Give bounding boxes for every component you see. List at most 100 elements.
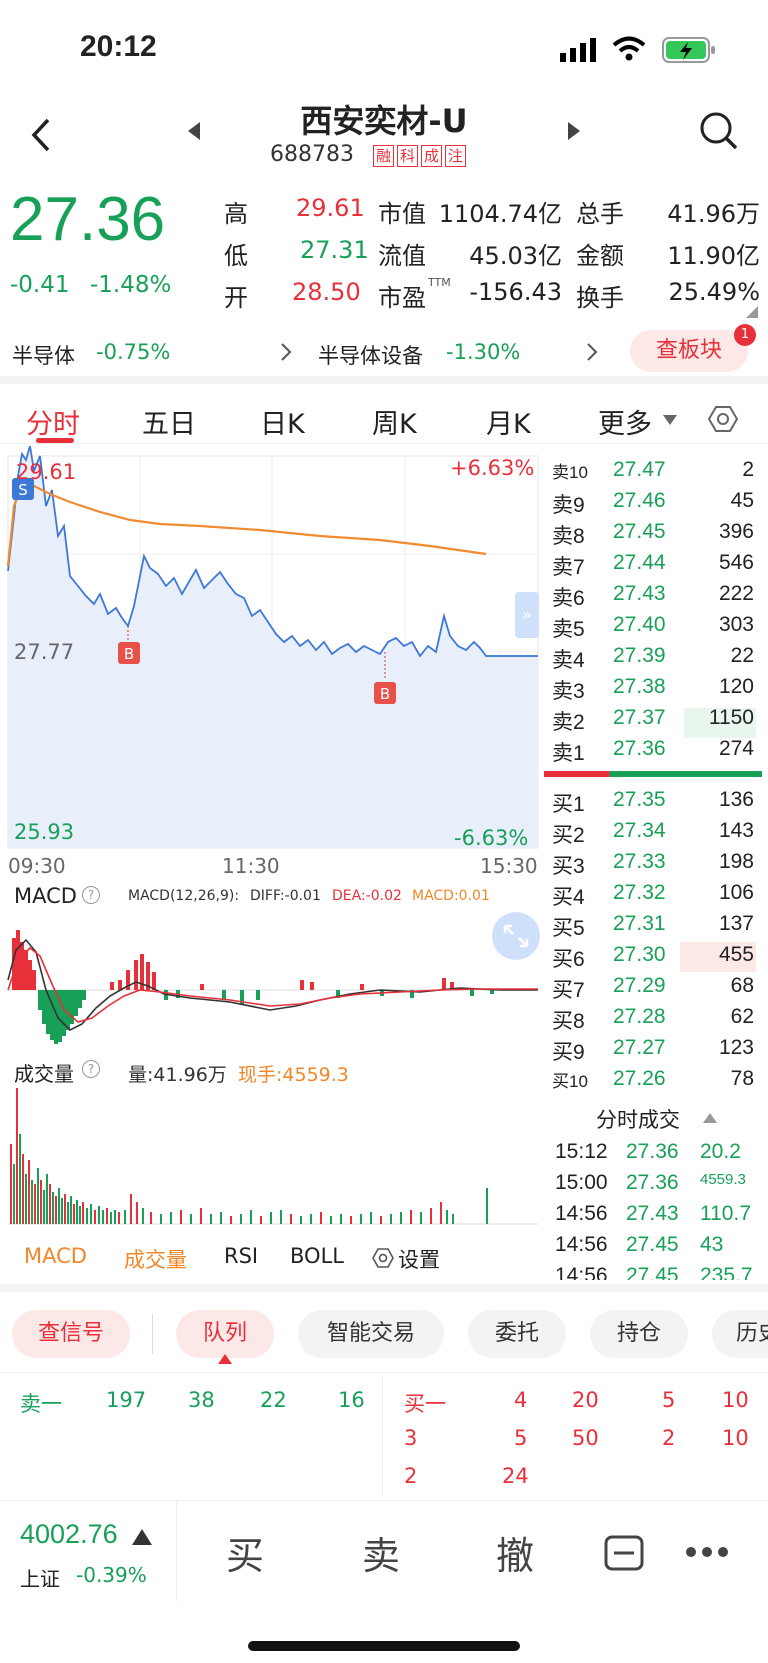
chart-mid-label: 27.77 [14,640,75,664]
bid-row[interactable]: 买10 27.26 78 [550,1067,758,1098]
macd-bars [12,930,494,1044]
settings-icon[interactable] [372,1247,394,1269]
settings-icon[interactable] [708,404,738,434]
cancel-order-button[interactable]: 撤 [496,1534,535,1578]
ask-price: 27.38 [613,675,666,698]
next-stock-icon[interactable] [566,120,582,142]
macd-chart[interactable] [0,910,545,1052]
panel-toggle[interactable] [515,592,539,638]
prev-stock-icon[interactable] [186,120,202,142]
chevron-right-icon[interactable] [280,342,292,362]
help-icon[interactable]: ? [82,886,100,904]
expand-corner-icon[interactable] [746,306,758,318]
queue-buy-order: 24 [502,1464,529,1488]
bid-row[interactable]: 买8 27.28 62 [550,1005,758,1036]
bid-level: 买7 [552,979,585,1002]
tab-monthly-k[interactable]: 月K [486,409,531,440]
more-icon[interactable] [684,1545,730,1559]
divider [0,376,768,384]
volume-chart[interactable] [0,1084,545,1226]
bid-row[interactable]: 买2 27.34 143 [550,819,758,850]
tab-history[interactable]: 历史 [712,1310,768,1358]
stat-value-float: 45.03亿 [469,242,562,270]
stat-value-high: 29.61 [296,194,365,222]
ask-row[interactable]: 卖4 27.39 22 [550,644,758,675]
chart-high-label: 29.61 [16,460,77,484]
indicator-macd[interactable]: MACD [24,1244,87,1268]
tab-daily-k[interactable]: 日K [260,409,305,440]
bid-price: 27.35 [613,788,666,811]
tab-orders[interactable]: 委托 [468,1310,566,1358]
caret-down-icon[interactable] [662,414,678,426]
sell-button[interactable]: 卖 [362,1534,401,1578]
ask-volume: 45 [730,489,754,512]
ask-volume: 1150 [708,706,754,729]
help-icon[interactable]: ? [82,1060,100,1078]
bid-volume: 68 [730,974,754,997]
trade-volume: 43 [700,1233,724,1256]
ask-row[interactable]: 卖10 27.47 2 [550,458,758,489]
tab-queue[interactable]: 队列 [176,1310,274,1358]
bid-level: 买2 [552,824,585,847]
chevron-right-icon[interactable] [586,342,598,362]
tab-more[interactable]: 更多 [598,409,652,440]
ask-level: 卖5 [552,618,585,641]
stat-value-open: 28.50 [292,278,361,306]
wifi-icon [612,36,646,61]
ask-level: 卖3 [552,680,585,703]
indicator-rsi[interactable]: RSI [224,1244,259,1268]
divider [0,1284,768,1292]
back-icon[interactable] [28,116,52,154]
ask-row[interactable]: 卖5 27.40 303 [550,613,758,644]
sector-name-1[interactable]: 半导体 [12,344,75,368]
bid-level: 买1 [552,793,585,816]
minus-box-icon[interactable] [604,1535,644,1571]
ask-row[interactable]: 卖9 27.46 45 [550,489,758,520]
indicator-settings[interactable]: 设置 [398,1248,440,1272]
expand-icon [503,924,529,948]
macd-dea: DEA:-0.02 [332,888,402,904]
bid-row[interactable]: 买3 27.33 198 [550,850,758,881]
tab-smart-trade[interactable]: 智能交易 [298,1310,444,1358]
bid-row[interactable]: 买7 27.29 68 [550,974,758,1005]
trade-price: 27.36 [626,1140,679,1163]
tab-5day[interactable]: 五日 [142,409,196,440]
bid-row[interactable]: 买4 27.32 106 [550,881,758,912]
price-line [7,446,538,658]
tab-positions[interactable]: 持仓 [590,1310,688,1358]
bid-level: 买9 [552,1041,585,1064]
ask-row[interactable]: 卖7 27.44 546 [550,551,758,582]
tab-signals[interactable]: 查信号 [12,1310,130,1358]
buy-button[interactable]: 买 [226,1534,265,1578]
view-sector-button[interactable]: 查板块 [630,330,748,372]
ask-row[interactable]: 卖1 27.36 274 [550,737,758,768]
ask-row[interactable]: 卖3 27.38 120 [550,675,758,706]
ask-volume: 274 [718,737,754,760]
ask-volume: 120 [718,675,754,698]
tab-intraday[interactable]: 分时 [26,409,80,440]
tag-component: 成 [421,145,443,167]
bid-row[interactable]: 买9 27.27 123 [550,1036,758,1067]
bid-price: 27.28 [613,1005,666,1028]
trade-price: 27.45 [626,1233,679,1256]
queue-sell-order: 38 [188,1388,215,1412]
ask-row[interactable]: 卖2 27.37 1150 [550,706,758,737]
sector-name-2[interactable]: 半导体设备 [318,344,423,368]
ask-row[interactable]: 卖6 27.43 222 [550,582,758,613]
bid-row[interactable]: 买5 27.31 137 [550,912,758,943]
ask-price: 27.36 [613,737,666,760]
indicator-boll[interactable]: BOLL [290,1244,344,1268]
bid-price: 27.29 [613,974,666,997]
intraday-chart[interactable]: S B B » [0,446,545,856]
index-value[interactable]: 4002.76 [20,1519,118,1549]
battery-icon [662,37,715,63]
tab-weekly-k[interactable]: 周K [372,409,417,440]
bid-row[interactable]: 买6 27.30 455 [550,943,758,974]
bid-row[interactable]: 买1 27.35 136 [550,788,758,819]
ask-row[interactable]: 卖8 27.45 396 [550,520,758,551]
bid-level: 买5 [552,917,585,940]
search-icon[interactable] [698,110,740,152]
fullscreen-button[interactable] [492,912,540,960]
indicator-volume[interactable]: 成交量 [124,1248,187,1272]
caret-up-icon[interactable] [702,1112,718,1124]
